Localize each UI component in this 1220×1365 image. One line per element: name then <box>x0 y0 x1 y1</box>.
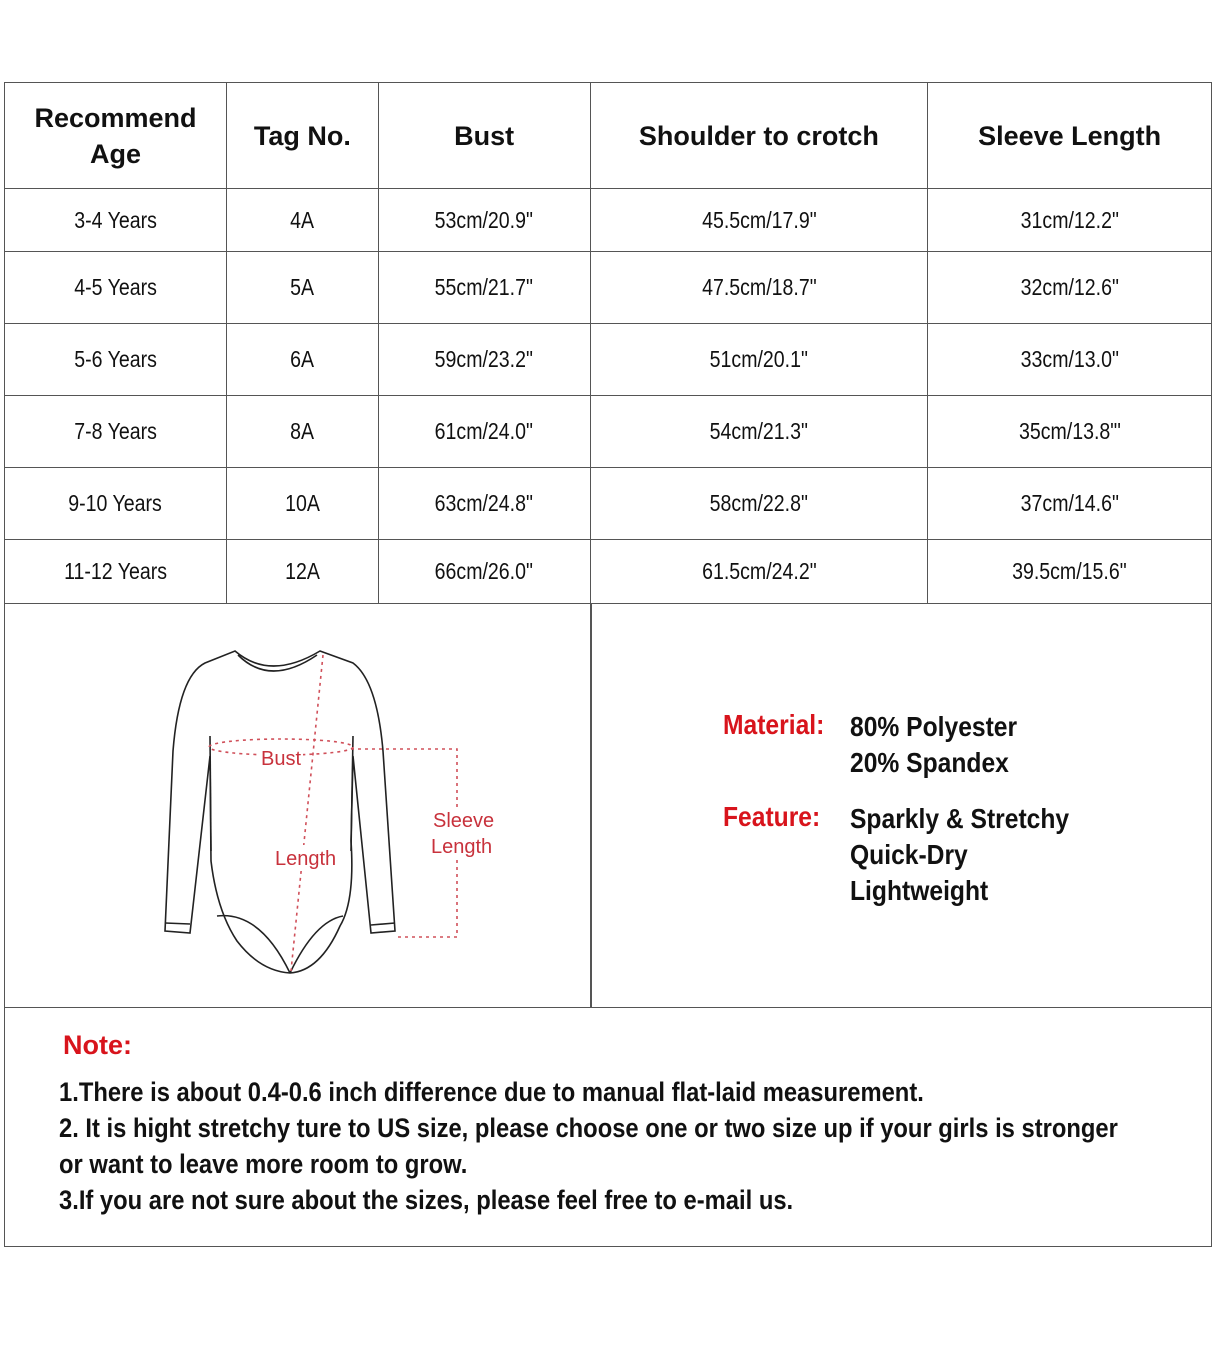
cell-text: 9-10 Years <box>68 490 163 516</box>
table-row: 5-6 Years 6A 59cm/23.2" 51cm/20.1" 33cm/13.0… <box>4 323 1212 396</box>
leotard-measurement-diagram: Bust Length Sleeve Length <box>164 650 494 974</box>
cell-text: 10A <box>284 490 320 516</box>
material-value: 20% Spandex <box>850 747 1009 778</box>
table-cell: 6A <box>225 323 379 396</box>
header-bust: Bust <box>377 82 591 189</box>
cell-text: 39.5cm/15.6" <box>1012 558 1127 584</box>
table-cell: 55cm/21.7" <box>377 251 591 324</box>
header-sleeve-length: Sleeve Length <box>927 82 1212 189</box>
table-cell: 31cm/12.2" <box>927 188 1212 252</box>
cell-text: 59cm/23.2" <box>435 346 534 372</box>
note-title: Note: <box>63 1030 132 1060</box>
table-cell: 4A <box>225 188 379 252</box>
note-line: or want to leave more room to grow. <box>59 1149 468 1179</box>
cell-text: 37cm/14.6" <box>1020 490 1119 516</box>
table-cell: 7-8 Years <box>4 395 227 468</box>
cell-text: 45.5cm/17.9" <box>701 206 817 233</box>
sleeve-length-label: Length <box>431 836 492 858</box>
table-cell: 12A <box>225 539 379 604</box>
diagram-specs-section: Bust Length Sleeve Length Material: 80% … <box>4 603 1212 1008</box>
cell-text: 55cm/21.7" <box>435 274 534 300</box>
cell-text: 6A <box>290 346 315 372</box>
table-cell: 11-12 Years <box>4 539 227 604</box>
cell-text: 35cm/13.8"' <box>1018 418 1121 444</box>
note-line: 3.If you are not sure about the sizes, p… <box>59 1185 794 1215</box>
cell-text: 31cm/12.2" <box>1020 206 1119 233</box>
size-chart-table: Recommend Age Tag No. Bust Shoulder to c… <box>4 82 1212 604</box>
table-header-row: Recommend Age Tag No. Bust Shoulder to c… <box>4 82 1212 189</box>
note-section: Note: 1.There is about 0.4-0.6 inch diff… <box>4 1007 1212 1247</box>
cell-text: 12A <box>284 558 320 584</box>
table-cell: 5-6 Years <box>4 323 227 396</box>
length-label: Length <box>275 848 336 870</box>
cell-text: 63cm/24.8" <box>435 490 534 516</box>
table-cell: 4-5 Years <box>4 251 227 324</box>
table-row: 4-5 Years 5A 55cm/21.7" 47.5cm/18.7" 32cm/12… <box>4 251 1212 324</box>
header-shoulder-to-crotch: Shoulder to crotch <box>589 82 929 189</box>
table-cell: 47.5cm/18.7" <box>589 251 929 324</box>
product-specs: Material: 80% Polyester 20% Spandex Feat… <box>723 709 1099 929</box>
cell-text: 53cm/20.9" <box>435 206 534 233</box>
table-cell: 61cm/24.0" <box>377 395 591 468</box>
table-cell: 61.5cm/24.2" <box>589 539 929 604</box>
table-cell: 5A <box>225 251 379 324</box>
material-value: 80% Polyester <box>850 711 1018 742</box>
divider <box>590 603 592 1007</box>
cell-text: 32cm/12.6" <box>1020 274 1119 300</box>
table-cell: 32cm/12.6" <box>927 251 1212 324</box>
table-row: 9-10 Years 10A 63cm/24.8" 58cm/22.8" 37cm/14… <box>4 467 1212 540</box>
cell-text: 5A <box>290 274 315 300</box>
table-row: 7-8 Years 8A 61cm/24.0" 54cm/21.3" 35cm/13.8… <box>4 395 1212 468</box>
cell-text: 66cm/26.0" <box>435 558 534 584</box>
feature-row: Feature: Sparkly & Stretchy Quick-Dry Li… <box>723 801 1099 909</box>
table-cell: 39.5cm/15.6" <box>927 539 1212 604</box>
table-cell: 10A <box>225 467 379 540</box>
note-line: 2. It is hight stretchy ture to US size,… <box>59 1113 1118 1143</box>
feature-label: Feature: <box>723 801 821 832</box>
table-cell: 33cm/13.0" <box>927 323 1212 396</box>
cell-text: 3-4 Years <box>74 206 157 233</box>
feature-value: Sparkly & Stretchy <box>850 803 1070 834</box>
feature-value: Quick-Dry <box>850 839 968 870</box>
header-age: Recommend Age <box>4 82 227 189</box>
table-cell: 35cm/13.8"' <box>927 395 1212 468</box>
note-line: 1.There is about 0.4-0.6 inch difference… <box>59 1077 924 1107</box>
cell-text: 61.5cm/24.2" <box>701 558 817 584</box>
cell-text: 47.5cm/18.7" <box>701 274 817 300</box>
feature-value: Lightweight <box>850 875 989 906</box>
material-label: Material: <box>723 709 825 740</box>
bust-label: Bust <box>261 748 301 770</box>
table-cell: 66cm/26.0" <box>377 539 591 604</box>
header-tag: Tag No. <box>225 82 379 189</box>
table-cell: 51cm/20.1" <box>589 323 929 396</box>
cell-text: 61cm/24.0" <box>435 418 534 444</box>
table-cell: 53cm/20.9" <box>377 188 591 252</box>
table-row: 11-12 Years 12A 66cm/26.0" 61.5cm/24.2" 39.5… <box>4 539 1212 604</box>
table-cell: 54cm/21.3" <box>589 395 929 468</box>
table-cell: 58cm/22.8" <box>589 467 929 540</box>
cell-text: 58cm/22.8" <box>709 490 809 516</box>
cell-text: 11-12 Years <box>64 558 167 584</box>
table-cell: 45.5cm/17.9" <box>589 188 929 252</box>
cell-text: 33cm/13.0" <box>1020 346 1119 372</box>
table-cell: 37cm/14.6" <box>927 467 1212 540</box>
cell-text: 54cm/21.3" <box>709 418 809 444</box>
table-cell: 9-10 Years <box>4 467 227 540</box>
cell-text: 4A <box>290 206 315 233</box>
table-cell: 59cm/23.2" <box>377 323 591 396</box>
material-row: Material: 80% Polyester 20% Spandex <box>723 709 1099 781</box>
sleeve-label: Sleeve <box>433 810 494 832</box>
cell-text: 8A <box>290 418 315 444</box>
cell-text: 51cm/20.1" <box>709 346 809 372</box>
table-cell: 63cm/24.8" <box>377 467 591 540</box>
cell-text: 4-5 Years <box>74 274 157 300</box>
table-row: 3-4 Years 4A 53cm/20.9" 45.5cm/17.9" 31cm/12… <box>4 188 1212 252</box>
cell-text: 5-6 Years <box>74 346 157 372</box>
cell-text: 7-8 Years <box>74 418 157 444</box>
table-cell: 3-4 Years <box>4 188 227 252</box>
table-cell: 8A <box>225 395 379 468</box>
